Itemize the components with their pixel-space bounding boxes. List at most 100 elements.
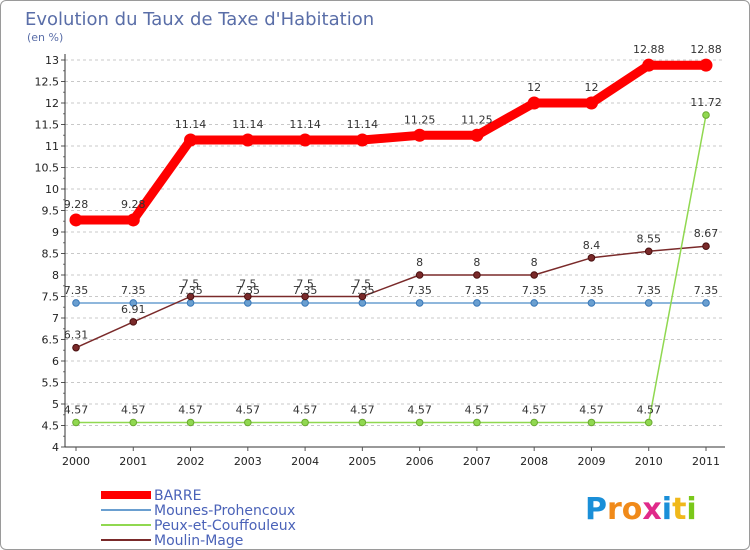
y-tick-label-12.5: 12.5 [35, 76, 60, 89]
data-label-peux-et-couffouleux-2001: 4.57 [121, 403, 146, 416]
y-tick-label-8: 8 [52, 269, 59, 282]
data-label-peux-et-couffouleux-2008: 4.57 [522, 403, 547, 416]
data-label-moulin-mage-2008: 8 [531, 256, 538, 269]
data-point-2003 [241, 133, 255, 147]
series-line [71, 60, 711, 225]
data-point-2009 [584, 96, 598, 110]
data-point-2003 [244, 299, 252, 307]
data-label-mounes-prohencoux-2007: 7.35 [465, 284, 490, 297]
data-point-2010 [644, 299, 653, 307]
data-point-2001 [126, 213, 140, 227]
data-label-mounes-prohencoux-2001: 7.35 [121, 284, 146, 297]
data-label-peux-et-couffouleux-2005: 4.57 [350, 403, 375, 416]
data-label-barre-2008: 12 [527, 81, 541, 94]
data-point-2006 [415, 299, 424, 307]
data-point-2008 [530, 418, 538, 427]
legend-label-mounes-prohencoux: Mounes-Prohencoux [154, 503, 295, 519]
y-tick-label-4.5: 4.5 [42, 420, 60, 433]
data-point-2008 [530, 299, 538, 307]
legend-label-barre: BARRE [154, 488, 201, 504]
logo-letter-5: t [672, 492, 686, 527]
data-point-2010 [642, 58, 656, 72]
data-label-peux-et-couffouleux-2011: 11.72 [690, 96, 722, 109]
chart-title: Evolution du Taux de Taxe d'Habitation [25, 9, 374, 30]
data-label-peux-et-couffouleux-2002: 4.57 [178, 403, 203, 416]
data-label-barre-2003: 11.14 [232, 118, 264, 131]
data-label-moulin-mage-2007: 8 [473, 256, 480, 269]
data-point-2001 [129, 318, 138, 326]
data-label-mounes-prohencoux-2002: 7.35 [178, 284, 203, 297]
data-label-barre-2007: 11.25 [461, 113, 493, 126]
data-point-2004 [298, 133, 312, 147]
series-layer: 9.28 9.28 11.14 11.14 11.14 11.14 11.25 11.25 12… [64, 43, 722, 427]
y-tick-label-8.5: 8.5 [42, 248, 60, 261]
data-point-2011 [702, 299, 710, 307]
x-tick-label-2007: 2007 [463, 455, 491, 468]
data-point-2011 [702, 111, 710, 119]
data-label-moulin-mage-2010: 8.55 [636, 232, 661, 245]
data-label-peux-et-couffouleux-2004: 4.57 [293, 403, 318, 416]
data-point-2002 [186, 292, 195, 301]
series-line [75, 245, 707, 349]
data-point-2006 [415, 271, 424, 279]
y-tick-label-4: 4 [52, 441, 59, 454]
logo-letter-4: i [662, 492, 672, 527]
y-tick-label-10: 10 [45, 183, 59, 196]
proxiti-logo: Proxiti [585, 492, 697, 527]
x-tick-label-2002: 2002 [177, 455, 205, 468]
data-label-moulin-mage-2004: 7.5 [296, 278, 314, 291]
y-tick-label-5.5: 5.5 [42, 377, 60, 390]
y-tick-label-13: 13 [45, 54, 59, 67]
data-label-mounes-prohencoux-2010: 7.35 [636, 284, 661, 297]
data-label-moulin-mage-2001: 6.91 [121, 303, 146, 316]
y-tick-label-12: 12 [45, 97, 59, 110]
data-point-2009 [587, 253, 596, 262]
data-point-2004 [301, 299, 309, 307]
data-label-moulin-mage-2005: 7.5 [354, 278, 372, 291]
data-label-barre-2002: 11.14 [175, 118, 207, 131]
x-tick-label-2001: 2001 [119, 455, 147, 468]
data-label-peux-et-couffouleux-2000: 4.57 [64, 403, 89, 416]
y-tick-label-6.5: 6.5 [42, 334, 60, 347]
x-tick-label-2004: 2004 [291, 455, 319, 468]
data-point-2007 [473, 418, 481, 427]
data-label-moulin-mage-2006: 8 [416, 256, 423, 269]
x-tick-label-2000: 2000 [62, 455, 90, 468]
data-label-moulin-mage-2003: 7.5 [239, 278, 257, 291]
data-point-2008 [527, 96, 541, 110]
y-tick-label-6: 6 [52, 355, 59, 368]
axes: 4 4.5 5 5.5 6 6.5 7 7.5 8 8.5 9 9.5 10 10.5 11 11.5 12 12… [35, 54, 725, 468]
x-tick-label-2008: 2008 [520, 455, 548, 468]
y-tick-label-9: 9 [52, 226, 59, 239]
data-point-2010 [644, 247, 653, 256]
data-point-2000 [72, 299, 80, 307]
data-label-peux-et-couffouleux-2007: 4.57 [465, 403, 490, 416]
y-axis-unit-label: (en %) [27, 31, 63, 44]
logo-text: Proxiti [585, 492, 697, 527]
data-point-2000 [72, 343, 80, 352]
logo-letter-0: P [585, 492, 607, 527]
data-label-mounes-prohencoux-2003: 7.35 [236, 284, 261, 297]
y-tick-label-7.5: 7.5 [42, 291, 60, 304]
legend-label-peux-et-couffouleux: Peux-et-Couffouleux [154, 518, 296, 534]
x-tick-label-2006: 2006 [406, 455, 434, 468]
data-point-2002 [186, 418, 195, 427]
series-peux-et-couffouleux [72, 111, 710, 427]
x-tick-label-2009: 2009 [577, 455, 605, 468]
x-tick-label-2005: 2005 [348, 455, 376, 468]
data-point-2003 [244, 292, 252, 301]
x-tick-label-2003: 2003 [234, 455, 262, 468]
data-label-peux-et-couffouleux-2003: 4.57 [236, 403, 261, 416]
data-label-peux-et-couffouleux-2010: 4.57 [636, 403, 661, 416]
logo-letter-6: i [686, 492, 696, 527]
data-point-2006 [415, 418, 424, 427]
data-point-2005 [358, 418, 367, 427]
series-line [75, 114, 707, 424]
data-label-barre-2010: 12.88 [633, 43, 665, 56]
data-label-mounes-prohencoux-2009: 7.35 [579, 284, 604, 297]
data-point-2001 [129, 418, 138, 427]
data-point-2004 [301, 292, 309, 301]
data-point-2000 [72, 418, 80, 427]
